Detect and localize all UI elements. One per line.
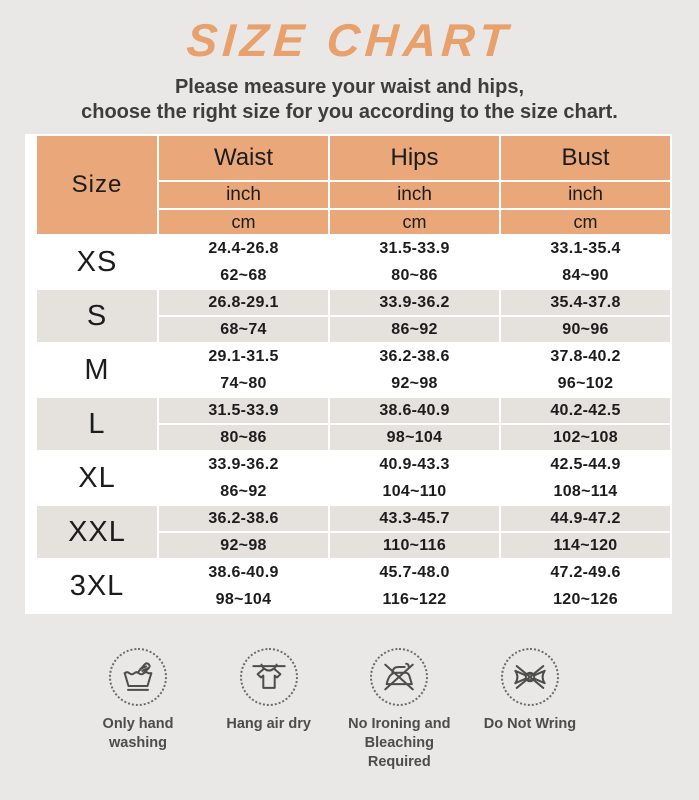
waist-cm-value: 74~80 bbox=[157, 369, 330, 398]
hips-inch-value: 36.2-38.6 bbox=[328, 342, 501, 371]
bust-cm-value: 84~90 bbox=[499, 261, 672, 290]
subtitle-line-2: choose the right size for you according … bbox=[81, 101, 618, 123]
unit-cm-row: cm cm cm bbox=[36, 208, 672, 236]
table-row: 74~80 92~98 96~102 bbox=[36, 369, 672, 398]
waist-cm-value: 68~74 bbox=[157, 315, 330, 344]
bust-inch-header: inch bbox=[499, 180, 672, 210]
waist-cm-value: 98~104 bbox=[157, 585, 330, 614]
waist-cm-value: 92~98 bbox=[157, 531, 330, 560]
size-chart-page: SIZE CHART Please measure your waist and… bbox=[0, 14, 699, 800]
hips-inch-value: 40.9-43.3 bbox=[328, 450, 501, 479]
care-item-no-iron: No Ironing and Bleaching Required bbox=[334, 648, 464, 772]
waist-inch-value: 26.8-29.1 bbox=[157, 288, 330, 317]
table-row: S 26.8-29.1 33.9-36.2 35.4-37.8 bbox=[35, 288, 672, 344]
subtitle-line-1: Please measure your waist and hips, bbox=[174, 76, 525, 98]
waist-cm-header: cm bbox=[157, 208, 330, 236]
subtitle: Please measure your waist and hips, choo… bbox=[0, 75, 699, 125]
table-row: 92~98 110~116 114~120 bbox=[36, 531, 672, 560]
hips-cm-value: 86~92 bbox=[328, 315, 501, 344]
size-column-header: Size bbox=[35, 134, 159, 236]
waist-inch-value: 33.9-36.2 bbox=[157, 450, 330, 479]
hips-cm-value: 104~110 bbox=[328, 477, 501, 506]
size-label: M bbox=[35, 342, 159, 398]
table-row: 62~68 80~86 84~90 bbox=[36, 261, 672, 290]
size-label: XL bbox=[35, 450, 159, 506]
waist-cm-value: 86~92 bbox=[157, 477, 330, 506]
waist-column-header: Waist bbox=[157, 134, 330, 182]
waist-inch-value: 36.2-38.6 bbox=[157, 504, 330, 533]
bust-column-header: Bust bbox=[499, 134, 672, 182]
table-row: XXL 36.2-38.6 43.3-45.7 44.9-47.2 bbox=[35, 504, 672, 560]
table-row: 98~104 116~122 120~126 bbox=[36, 585, 672, 614]
waist-inch-value: 24.4-26.8 bbox=[157, 234, 330, 263]
waist-inch-value: 38.6-40.9 bbox=[157, 558, 330, 587]
table-row: M 29.1-31.5 36.2-38.6 37.8-40.2 bbox=[35, 342, 672, 398]
hand-wash-icon bbox=[109, 648, 167, 706]
waist-cm-value: 80~86 bbox=[157, 423, 330, 452]
bust-inch-value: 44.9-47.2 bbox=[499, 504, 672, 533]
table-header-row: Size Waist Hips Bust bbox=[35, 134, 672, 236]
hips-inch-value: 31.5-33.9 bbox=[328, 234, 501, 263]
bust-inch-value: 47.2-49.6 bbox=[499, 558, 672, 587]
care-label: Only hand washing bbox=[102, 716, 174, 751]
table-row: 68~74 86~92 90~96 bbox=[36, 315, 672, 344]
bust-inch-value: 42.5-44.9 bbox=[499, 450, 672, 479]
bust-cm-value: 120~126 bbox=[499, 585, 672, 614]
size-label: S bbox=[35, 288, 159, 344]
bust-inch-value: 40.2-42.5 bbox=[499, 396, 672, 425]
table-row: XS 24.4-26.8 31.5-33.9 33.1-35.4 bbox=[35, 234, 672, 290]
care-instructions: Only hand washing Hang air dry bbox=[0, 648, 699, 772]
hips-cm-value: 116~122 bbox=[328, 585, 501, 614]
care-label: Hang air dry bbox=[226, 716, 311, 732]
unit-inch-row: inch inch inch bbox=[36, 180, 672, 210]
hips-inch-value: 45.7-48.0 bbox=[328, 558, 501, 587]
care-label: No Ironing and Bleaching Required bbox=[348, 716, 451, 770]
hips-inch-value: 33.9-36.2 bbox=[328, 288, 501, 317]
table-row: XL 33.9-36.2 40.9-43.3 42.5-44.9 bbox=[35, 450, 672, 506]
size-label: 3XL bbox=[35, 558, 159, 614]
size-label: XXL bbox=[35, 504, 159, 560]
waist-cm-value: 62~68 bbox=[157, 261, 330, 290]
table-row: L 31.5-33.9 38.6-40.9 40.2-42.5 bbox=[35, 396, 672, 452]
table-row: 80~86 98~104 102~108 bbox=[36, 423, 672, 452]
hips-inch-value: 43.3-45.7 bbox=[328, 504, 501, 533]
bust-cm-value: 96~102 bbox=[499, 369, 672, 398]
bust-cm-value: 108~114 bbox=[499, 477, 672, 506]
bust-cm-value: 90~96 bbox=[499, 315, 672, 344]
hips-cm-header: cm bbox=[328, 208, 501, 236]
hips-cm-value: 98~104 bbox=[328, 423, 501, 452]
hips-cm-value: 80~86 bbox=[328, 261, 501, 290]
page-title: SIZE CHART bbox=[185, 14, 514, 66]
table-row: 86~92 104~110 108~114 bbox=[36, 477, 672, 506]
hang-air-dry-icon bbox=[239, 648, 298, 706]
waist-inch-value: 31.5-33.9 bbox=[157, 396, 330, 425]
bust-inch-value: 35.4-37.8 bbox=[499, 288, 672, 317]
bust-cm-value: 114~120 bbox=[499, 531, 672, 560]
care-item-no-wring: Do Not Wring bbox=[465, 648, 595, 772]
waist-inch-header: inch bbox=[157, 180, 330, 210]
hips-cm-value: 110~116 bbox=[328, 531, 501, 560]
bust-inch-value: 33.1-35.4 bbox=[499, 234, 672, 263]
care-item-hang-dry: Hang air dry bbox=[204, 648, 334, 772]
bust-inch-value: 37.8-40.2 bbox=[499, 342, 672, 371]
care-label: Do Not Wring bbox=[483, 716, 577, 732]
size-table-panel: Size Waist Hips Bust inch inch inch cm c… bbox=[25, 134, 672, 614]
size-label: XS bbox=[35, 234, 159, 290]
do-not-wring-icon bbox=[500, 648, 559, 706]
size-table: Size Waist Hips Bust inch inch inch cm c… bbox=[35, 134, 672, 614]
care-item-hand-wash: Only hand washing bbox=[73, 648, 203, 772]
no-ironing-icon bbox=[370, 648, 429, 706]
size-label: L bbox=[35, 396, 159, 452]
bust-cm-header: cm bbox=[499, 208, 672, 236]
bust-cm-value: 102~108 bbox=[499, 423, 672, 452]
hips-cm-value: 92~98 bbox=[328, 369, 501, 398]
hips-column-header: Hips bbox=[328, 134, 501, 182]
table-row: 3XL 38.6-40.9 45.7-48.0 47.2-49.6 bbox=[35, 558, 672, 614]
waist-inch-value: 29.1-31.5 bbox=[157, 342, 330, 371]
hips-inch-value: 38.6-40.9 bbox=[328, 396, 501, 425]
hips-inch-header: inch bbox=[328, 180, 501, 210]
